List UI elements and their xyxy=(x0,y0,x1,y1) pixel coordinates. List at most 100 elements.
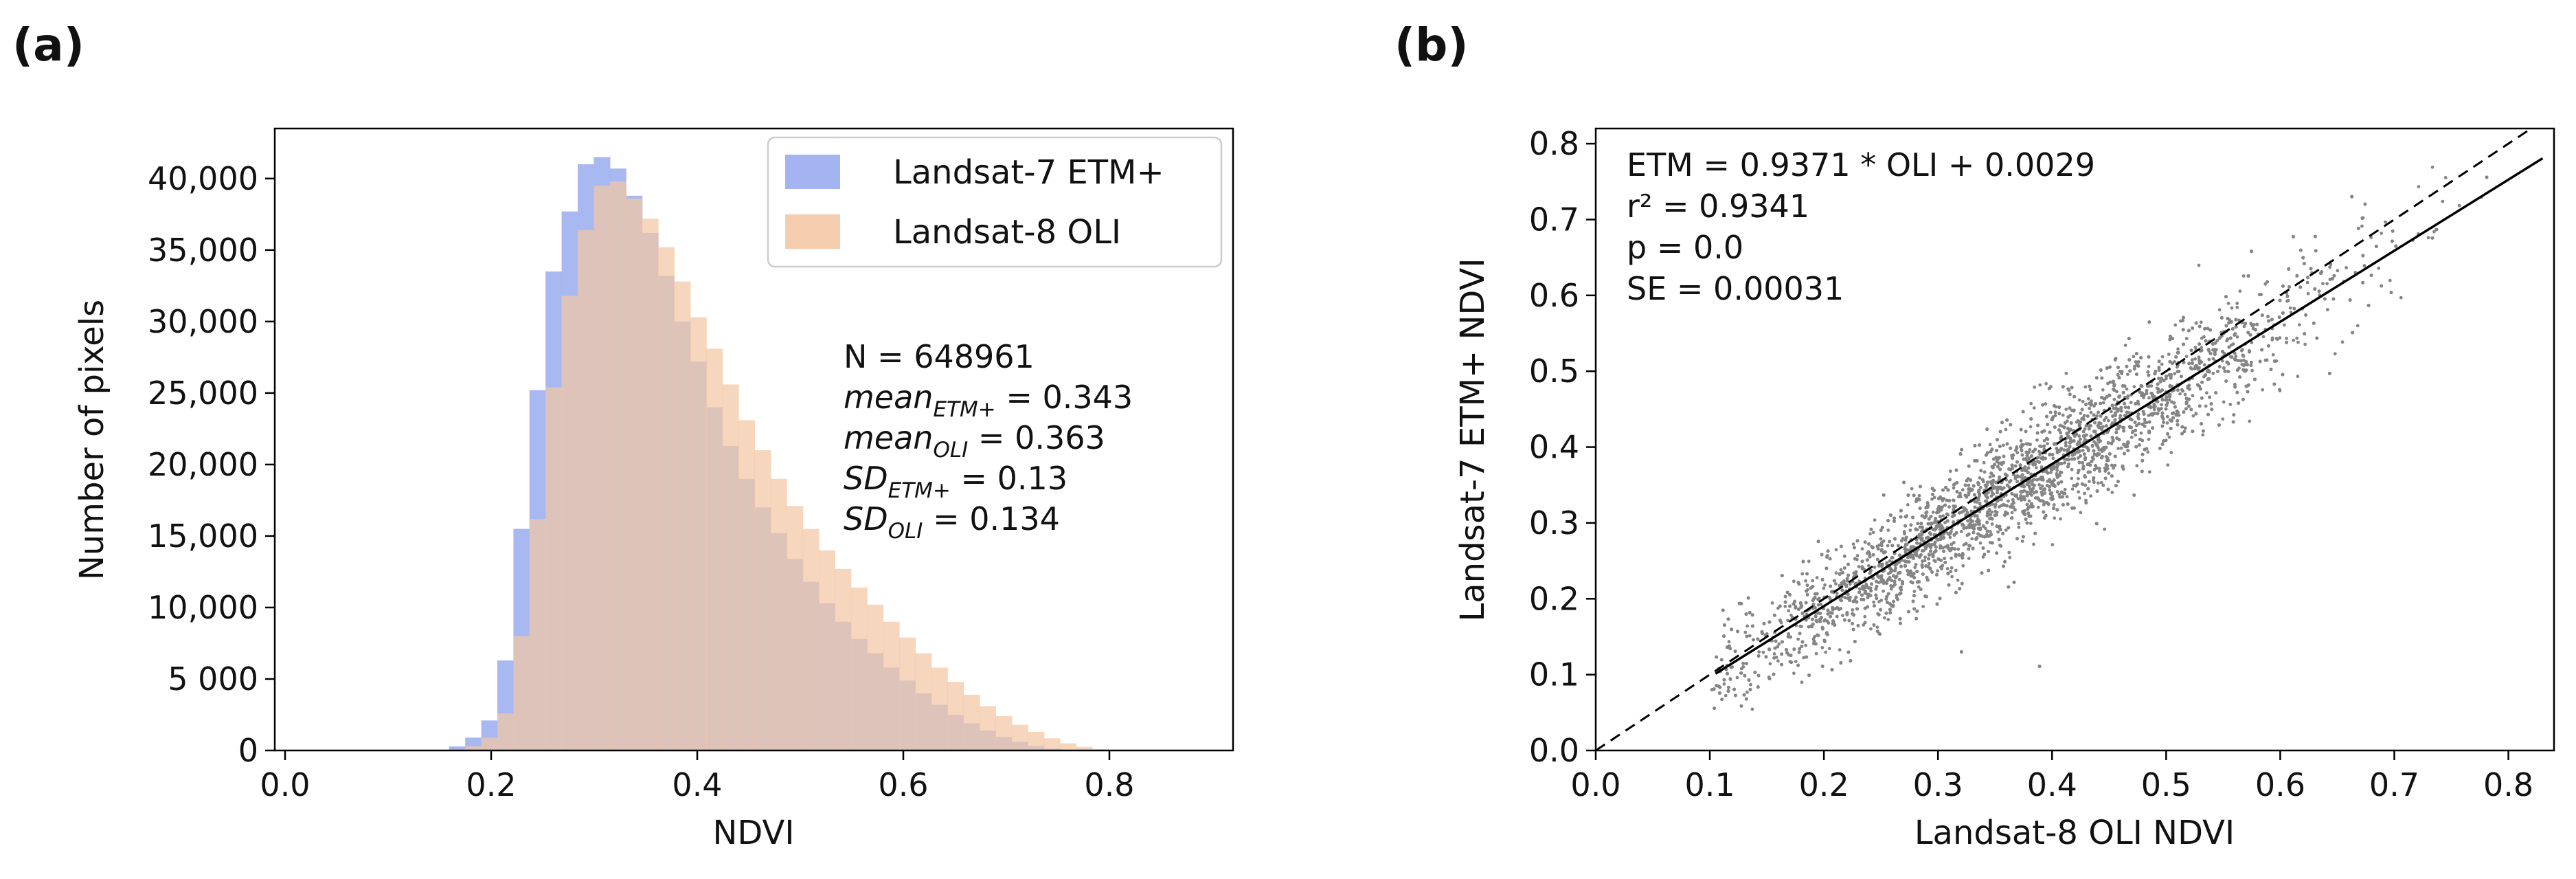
scatter-point xyxy=(2234,354,2238,358)
hist-bar-oli xyxy=(1028,731,1045,750)
histogram-legend: Landsat-7 ETM+ Landsat-8 OLI xyxy=(767,136,1223,268)
scatter-point xyxy=(1947,505,1951,509)
scatter-point xyxy=(2271,353,2275,357)
scatter-point xyxy=(1988,443,1992,447)
scatter-point xyxy=(2099,480,2103,485)
scatter-point xyxy=(2098,469,2101,473)
scatter-point xyxy=(2088,388,2092,392)
scatter-point xyxy=(1838,598,1842,601)
legend-label-oli: Landsat-8 OLI xyxy=(893,213,1121,252)
scatter-point xyxy=(1879,537,1883,541)
scatter-point xyxy=(2298,323,2301,326)
scatter-point xyxy=(2061,413,2065,417)
scatter-point xyxy=(1851,608,1855,612)
scatter-point xyxy=(2155,386,2159,390)
scatter-point xyxy=(2226,302,2230,305)
hist-bar-oli xyxy=(835,568,852,750)
scatter-point xyxy=(1950,566,1954,570)
scatter-point xyxy=(2139,431,2143,435)
x-tick-label: 0.4 xyxy=(672,766,722,803)
y-tick-label: 35,000 xyxy=(148,232,258,269)
x-tick-label: 0.8 xyxy=(1084,766,1134,803)
scatter-point xyxy=(1722,682,1726,686)
scatter-point xyxy=(2017,525,2021,529)
scatter-point xyxy=(2263,282,2268,286)
panel-label-a: (a) xyxy=(12,19,84,71)
scatter-point xyxy=(1908,528,1912,532)
scatter-point xyxy=(1800,680,1804,685)
scatter-point xyxy=(1888,559,1892,563)
scatter-point xyxy=(2119,414,2123,418)
scatter-point xyxy=(2295,336,2299,340)
scatter-point xyxy=(2202,363,2206,367)
scatter-point xyxy=(1950,575,1954,579)
scatter-point xyxy=(2077,490,2081,494)
scatter-point xyxy=(2146,450,2150,454)
scatter-point xyxy=(2029,425,2033,429)
scatter-point xyxy=(2135,464,2139,468)
scatter-point xyxy=(1950,556,1954,560)
scatter-point xyxy=(2160,403,2163,407)
scatter-point xyxy=(1917,493,1921,498)
hist-bar-oli xyxy=(995,716,1013,750)
hist-bar-oli xyxy=(1043,738,1061,750)
scatter-point xyxy=(2340,340,2345,344)
hist-bar-oli xyxy=(674,281,691,750)
scatter-point xyxy=(1877,632,1882,636)
scatter-point xyxy=(2109,410,2113,414)
scatter-point xyxy=(2202,335,2206,339)
scatter-point xyxy=(2019,439,2023,443)
scatter-point xyxy=(2184,337,2189,340)
scatter-point xyxy=(2134,433,2138,437)
scatter-point xyxy=(1811,579,1815,583)
scatter-point xyxy=(2027,499,2031,503)
scatter-point xyxy=(1886,618,1890,621)
hist-bar-oli xyxy=(1076,746,1093,750)
scatter-point xyxy=(1776,645,1780,649)
scatter-point xyxy=(2103,527,2107,531)
scatter-point xyxy=(2033,386,2037,389)
scatter-point xyxy=(1807,559,1811,564)
legend-swatch-etm xyxy=(785,155,840,189)
hist-bar-etm xyxy=(449,746,466,750)
scatter-point xyxy=(1848,582,1852,586)
y-tick-label: 5 000 xyxy=(168,660,258,698)
scatter-point xyxy=(1942,497,1946,500)
scatter-point xyxy=(1921,605,1925,608)
scatter-point xyxy=(1877,600,1881,603)
scatter-point xyxy=(1820,646,1824,649)
scatter-point xyxy=(2046,442,2050,445)
scatter-point xyxy=(1802,656,1806,660)
scatter-point xyxy=(1776,606,1780,610)
scatter-point xyxy=(2129,435,2134,439)
scatter-point xyxy=(1912,590,1917,593)
scatter-point xyxy=(2388,278,2392,282)
y-tick-label: 10,000 xyxy=(148,589,258,626)
scatter-point xyxy=(1967,483,1971,487)
scatter-point xyxy=(1728,677,1732,680)
scatter-point xyxy=(2084,498,2088,502)
scatter-point xyxy=(2289,311,2293,314)
scatter-point xyxy=(2270,336,2274,340)
stat-sd-etm: SDETM+ = 0.13 xyxy=(844,460,1067,503)
scatter-point xyxy=(1727,640,1731,644)
scatter-point xyxy=(2160,407,2163,410)
legend-swatch-oli xyxy=(785,214,840,249)
scatter-point xyxy=(1823,583,1827,587)
scatter-point xyxy=(2215,339,2219,342)
scatter-point xyxy=(2070,467,2074,471)
scatter-point xyxy=(2126,372,2129,377)
scatter-point xyxy=(1886,544,1890,548)
scatter-point xyxy=(1913,566,1917,570)
scatter-point xyxy=(1804,579,1808,583)
scatter-point xyxy=(2048,452,2052,456)
scatter-point xyxy=(2119,446,2123,450)
scatter-point xyxy=(2326,308,2329,311)
scatter-point xyxy=(2250,341,2254,344)
scatter-point xyxy=(2037,483,2042,487)
scatter-point xyxy=(2077,398,2081,402)
histogram-x-label: NDVI xyxy=(712,814,794,852)
scatter-point xyxy=(1941,514,1945,518)
scatter-point xyxy=(2097,481,2100,485)
scatter-point xyxy=(2204,391,2208,394)
